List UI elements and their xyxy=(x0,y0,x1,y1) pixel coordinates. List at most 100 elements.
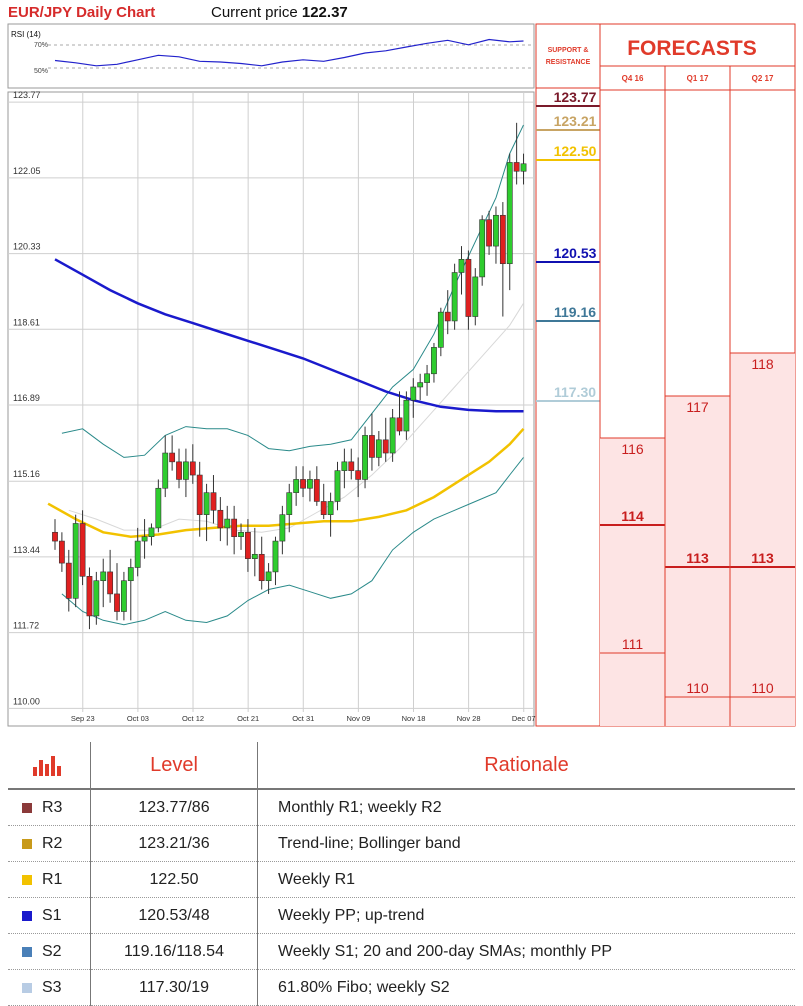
support-resistance-panel: SUPPORT & RESISTANCE 123.77123.21122.501… xyxy=(535,23,601,727)
candle xyxy=(183,448,189,498)
sr-level: 123.21 xyxy=(536,113,600,131)
candle xyxy=(162,435,169,498)
candle-body xyxy=(458,259,465,273)
candle xyxy=(465,250,472,330)
candle xyxy=(493,206,499,264)
candle-body xyxy=(396,417,403,432)
candle-body xyxy=(375,439,382,458)
forecast-high-value: 117 xyxy=(686,399,709,415)
candle-body xyxy=(286,492,293,515)
candle xyxy=(362,426,368,489)
table-header-rationale: Rationale xyxy=(257,742,795,790)
bollinger-upper-band xyxy=(61,124,524,458)
candle xyxy=(210,475,217,524)
level-rationale: Weekly S1; 20 and 200-day SMAs; monthly … xyxy=(257,933,795,970)
candle-body xyxy=(313,479,320,502)
candle-body xyxy=(424,373,430,383)
candle-body xyxy=(231,518,238,537)
candle xyxy=(458,246,465,295)
current-price-caption: Current price xyxy=(211,4,298,21)
sr-level: 120.53 xyxy=(536,245,600,263)
current-price-value: 122.37 xyxy=(301,4,348,21)
candle xyxy=(403,391,410,440)
candle xyxy=(176,448,182,489)
price-panel: 123.77 122.05 120.33 118.61 116.89 115.16 113.… xyxy=(7,90,536,727)
candlesticks xyxy=(52,122,527,630)
candle-body xyxy=(52,531,58,542)
candle xyxy=(169,435,176,471)
forecast-range-box xyxy=(665,396,730,726)
candle xyxy=(265,563,272,594)
candle-body xyxy=(114,593,120,612)
candle xyxy=(272,536,279,586)
candle-body xyxy=(506,162,513,265)
candle-body xyxy=(121,580,127,612)
sma-50-line xyxy=(47,427,525,538)
level-value: 123.21/36 xyxy=(90,825,258,862)
candle-body xyxy=(196,474,203,515)
sr-level-value: 120.53 xyxy=(554,245,597,261)
level-code-cell: S3 xyxy=(8,969,91,1006)
candle xyxy=(506,153,513,291)
candle xyxy=(424,364,430,396)
forecast-mid-value: 113 xyxy=(686,550,709,566)
candle-body xyxy=(265,571,272,582)
candle-body xyxy=(217,509,224,529)
sr-title-line2: RESISTANCE xyxy=(546,59,591,66)
x-tick-label: Nov 18 xyxy=(402,714,426,723)
forecast-high-value: 116 xyxy=(621,441,644,457)
level-code: S1 xyxy=(42,906,62,924)
level-code: R1 xyxy=(42,870,63,888)
x-tick-label: Oct 12 xyxy=(182,714,204,723)
y-tick-label: 120.33 xyxy=(13,242,41,252)
candle xyxy=(334,461,341,511)
candle-body xyxy=(107,571,114,595)
candle xyxy=(72,514,79,608)
chart-title: EUR/JPY Daily Chart xyxy=(8,4,156,21)
candle xyxy=(369,413,375,471)
level-color-swatch xyxy=(22,802,32,813)
candle-body xyxy=(210,492,217,511)
level-value: 119.16/118.54 xyxy=(90,933,258,970)
x-tick-label: Nov 09 xyxy=(346,714,370,723)
candle xyxy=(327,492,334,537)
candle xyxy=(203,483,210,542)
level-value: 120.53/48 xyxy=(90,897,258,934)
table-row: S3 117.30/19 61.80% Fibo; weekly S2 xyxy=(8,969,795,1006)
y-tick-label: 116.89 xyxy=(13,393,40,403)
sr-level: 119.16 xyxy=(536,304,600,322)
y-tick-label: 115.16 xyxy=(13,469,40,479)
candle-body xyxy=(93,580,100,617)
level-rationale: Weekly R1 xyxy=(257,861,795,898)
forecast-range-box xyxy=(730,353,795,726)
candle-body xyxy=(410,386,417,401)
candle xyxy=(65,549,72,612)
candle xyxy=(134,527,141,577)
candle xyxy=(58,532,65,572)
grid xyxy=(8,92,534,712)
sma-200-line xyxy=(54,258,524,413)
candle-body xyxy=(155,487,162,529)
price-frame xyxy=(7,91,535,727)
candle xyxy=(245,519,251,572)
candle-body xyxy=(513,162,520,172)
candle-body xyxy=(203,492,210,515)
level-value: 123.77/86 xyxy=(90,789,258,826)
forecast-mid-value: 114 xyxy=(621,508,644,524)
candle xyxy=(258,536,265,590)
forecast-low-value: 110 xyxy=(751,680,774,696)
candle-body xyxy=(499,214,506,265)
candle xyxy=(52,519,58,550)
candle xyxy=(382,417,389,462)
table-row: R2 123.21/36 Trend-line; Bollinger band xyxy=(8,825,795,862)
forecast-period-label: Q4 16 xyxy=(622,74,644,83)
candle-body xyxy=(127,567,134,582)
candle xyxy=(189,444,196,484)
candle-body xyxy=(520,163,527,172)
sr-level-value: 119.16 xyxy=(554,304,596,320)
candle xyxy=(79,510,86,586)
candle-body xyxy=(272,540,279,573)
candle-body xyxy=(437,311,444,348)
candle-body xyxy=(348,461,355,471)
